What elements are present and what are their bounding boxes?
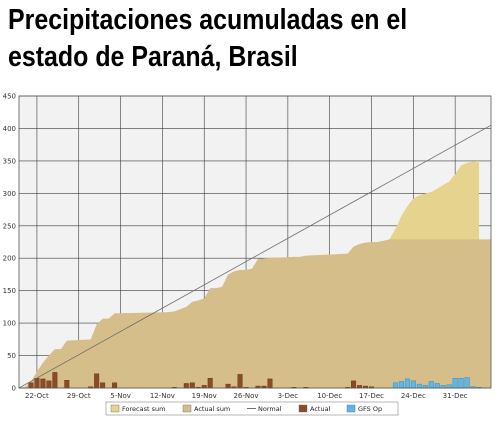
x-tick-label: 5-Nov (110, 392, 131, 400)
forecast-sum-legend-marker (110, 404, 120, 413)
x-tick-label: 19-Nov (192, 392, 217, 400)
daily-bars (28, 372, 482, 389)
actual-bar (52, 372, 58, 389)
actual-bar (225, 383, 231, 389)
actual-bar (189, 382, 195, 389)
y-tick-label: 300 (3, 190, 16, 198)
plot-frame (18, 95, 492, 389)
x-tick-label: 22-Oct (25, 392, 49, 400)
actual-bar (94, 373, 100, 389)
normal-line-layer (18, 124, 492, 389)
gfs-op-bar (452, 378, 458, 389)
axes: 0 50 100 150 200 250 300 350 400 450 22-Oct 29-Oct 5… (3, 93, 492, 400)
y-tick-label: 200 (3, 255, 16, 263)
gfs-op-bar (428, 381, 434, 389)
gfs-op-bar (458, 378, 464, 389)
headline-line-2: estado de Paraná, Brasil (8, 41, 298, 73)
x-tick-label: 10-Dec (317, 392, 342, 400)
y-tick-label: 100 (3, 320, 16, 328)
actual-legend-label: Actual (310, 405, 331, 413)
x-tick-label: 3-Dec (278, 392, 299, 400)
y-tick-label: 150 (3, 287, 16, 295)
actual-sum-area (19, 239, 491, 388)
precipitation-chart: 0 50 100 150 200 250 300 350 400 450 22-Oct 29-Oct 5… (3, 93, 492, 416)
actual-sum-legend-label: Actual sum (194, 405, 230, 413)
x-tick-label: 31-Dec (443, 392, 468, 400)
x-tick-label: 26-Nov (233, 392, 258, 400)
normal-legend-label: Normal (258, 405, 282, 413)
actual-bar (40, 378, 46, 389)
gfs-op-bar (398, 381, 404, 389)
cumulative-areas (19, 160, 491, 388)
y-tick-label: 400 (3, 125, 16, 133)
x-tick-label: 17-Dec (359, 392, 384, 400)
y-tick-label: 250 (3, 222, 16, 230)
actual-bar (100, 382, 106, 389)
y-tick-label: 350 (3, 157, 16, 165)
gfs-op-legend-marker (346, 404, 356, 413)
y-tick-label: 0 (12, 385, 16, 393)
headline-line-1: Precipitaciones acumuladas en el (8, 4, 408, 36)
actual-legend-marker (298, 404, 308, 413)
gfs-op-bar (464, 377, 470, 389)
y-tick-label: 50 (7, 352, 16, 360)
actual-bar (183, 383, 189, 389)
chart-legend: Forecast sum Actual sum Normal Actual GFS Op (105, 401, 399, 416)
actual-bar (28, 382, 34, 389)
actual-bar (46, 380, 52, 389)
actual-bar (267, 378, 273, 389)
page-headline: Precipitaciones acumuladas en el estado … (8, 2, 426, 76)
gfs-op-bar (392, 382, 398, 389)
actual-bar (207, 378, 213, 389)
actual-bar (112, 382, 118, 389)
actual-bar (64, 380, 70, 389)
gfs-op-legend-label: GFS Op (358, 405, 382, 413)
actual-sum-legend-marker (182, 404, 192, 413)
x-tick-label: 24-Dec (401, 392, 426, 400)
actual-bar (34, 378, 40, 389)
x-tick-label: 12-Nov (150, 392, 175, 400)
actual-bar (237, 374, 243, 389)
gfs-op-bar (446, 384, 452, 389)
gfs-op-bar (404, 378, 410, 389)
gfs-op-bar (416, 383, 422, 389)
x-tick-label: 29-Oct (67, 392, 91, 400)
y-tick-label: 450 (3, 93, 16, 101)
normal-line (18, 124, 492, 389)
actual-bar (351, 380, 357, 389)
forecast-sum-legend-label: Forecast sum (122, 405, 165, 413)
gfs-op-bar (410, 380, 416, 389)
gfs-op-bar (434, 383, 440, 389)
